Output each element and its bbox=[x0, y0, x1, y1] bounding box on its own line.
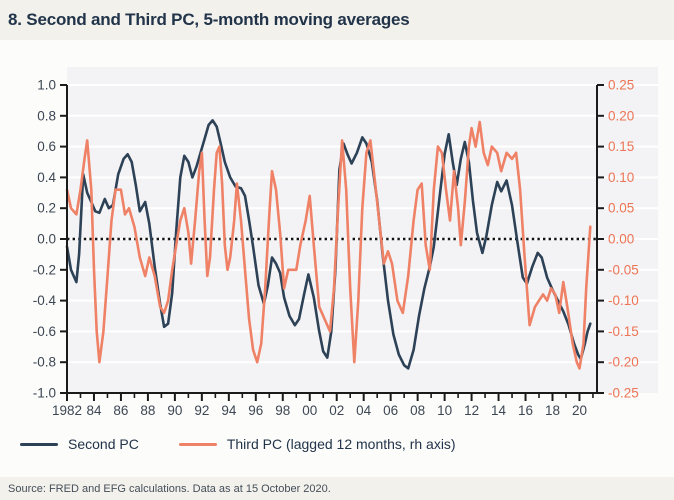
svg-text:18: 18 bbox=[545, 403, 560, 418]
svg-text:-0.15: -0.15 bbox=[608, 324, 639, 339]
svg-text:98: 98 bbox=[275, 403, 290, 418]
third-pc-line-swatch bbox=[178, 442, 217, 446]
svg-text:0.00: 0.00 bbox=[608, 232, 634, 247]
second-pc-line bbox=[65, 119, 592, 370]
chart-legend: Second PC Third PC (lagged 12 months, rh… bbox=[20, 436, 456, 452]
svg-text:0.4: 0.4 bbox=[37, 170, 56, 185]
svg-text:12: 12 bbox=[464, 403, 479, 418]
svg-text:0.6: 0.6 bbox=[37, 139, 56, 154]
svg-text:16: 16 bbox=[518, 403, 533, 418]
svg-text:08: 08 bbox=[410, 403, 425, 418]
svg-text:0.05: 0.05 bbox=[608, 201, 634, 216]
svg-text:-0.6: -0.6 bbox=[33, 324, 56, 339]
svg-text:-0.20: -0.20 bbox=[608, 355, 639, 370]
svg-text:90: 90 bbox=[167, 403, 182, 418]
svg-text:00: 00 bbox=[302, 403, 317, 418]
right-axis-ticks: 0.25 0.20 0.15 0.10 0.05 0.00 -0.05 -0.10 -0.15 -… bbox=[597, 78, 639, 401]
svg-text:06: 06 bbox=[383, 403, 398, 418]
legend-item-third-pc: Third PC (lagged 12 months, rh axis) bbox=[178, 436, 456, 452]
svg-text:20: 20 bbox=[572, 403, 587, 418]
svg-text:0.2: 0.2 bbox=[37, 201, 56, 216]
svg-text:-0.25: -0.25 bbox=[608, 386, 639, 401]
svg-text:02: 02 bbox=[329, 403, 344, 418]
svg-text:84: 84 bbox=[86, 403, 102, 418]
svg-text:0.10: 0.10 bbox=[608, 170, 634, 185]
left-axis-ticks: 1.0 0.8 0.6 0.4 0.2 0.0 -0.2 -0.4 -0.6 -0.8 -1.0 bbox=[33, 78, 67, 401]
source-bar: Source: FRED and EFG calculations. Data … bbox=[0, 477, 674, 500]
svg-text:96: 96 bbox=[248, 403, 263, 418]
svg-text:92: 92 bbox=[194, 403, 209, 418]
svg-text:0.15: 0.15 bbox=[608, 139, 634, 154]
third-pc-line bbox=[65, 120, 592, 370]
legend-label-third-pc: Third PC (lagged 12 months, rh axis) bbox=[226, 436, 456, 452]
svg-text:-0.05: -0.05 bbox=[608, 262, 639, 277]
svg-text:1.0: 1.0 bbox=[37, 78, 56, 93]
svg-text:0.25: 0.25 bbox=[608, 78, 634, 93]
svg-text:14: 14 bbox=[491, 403, 507, 418]
source-text: Source: FRED and EFG calculations. Data … bbox=[8, 482, 331, 495]
svg-text:10: 10 bbox=[437, 403, 452, 418]
svg-text:86: 86 bbox=[113, 403, 128, 418]
svg-text:88: 88 bbox=[140, 403, 155, 418]
svg-text:-1.0: -1.0 bbox=[33, 386, 56, 401]
svg-text:04: 04 bbox=[356, 403, 372, 418]
svg-text:0.20: 0.20 bbox=[608, 108, 634, 123]
second-pc-line-swatch bbox=[20, 442, 58, 446]
gridlines bbox=[67, 84, 658, 364]
svg-text:0.8: 0.8 bbox=[37, 108, 56, 123]
svg-text:-0.10: -0.10 bbox=[608, 293, 639, 308]
svg-text:1982: 1982 bbox=[52, 403, 82, 418]
page-title: 8. Second and Third PC, 5-month moving a… bbox=[8, 10, 410, 29]
svg-text:0.0: 0.0 bbox=[37, 232, 56, 247]
svg-text:-0.2: -0.2 bbox=[33, 262, 56, 277]
x-axis-ticks: 1982 84 86 88 90 92 94 96 98 00 02 04 06 08 10 12 14 16 18… bbox=[52, 393, 594, 418]
title-bar: 8. Second and Third PC, 5-month moving a… bbox=[0, 0, 674, 40]
svg-text:-0.4: -0.4 bbox=[33, 293, 57, 308]
legend-item-second-pc: Second PC bbox=[20, 436, 139, 452]
legend-label-second-pc: Second PC bbox=[68, 436, 139, 452]
svg-text:-0.8: -0.8 bbox=[33, 355, 56, 370]
svg-text:94: 94 bbox=[221, 403, 237, 418]
